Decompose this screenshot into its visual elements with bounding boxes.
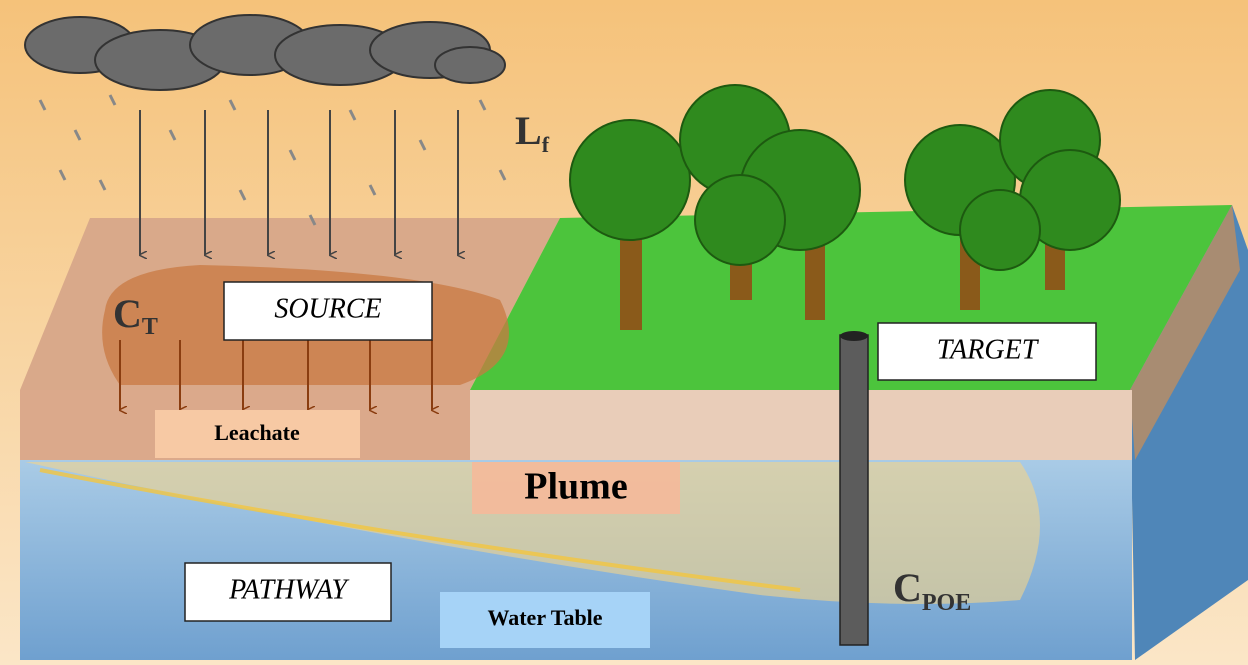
well: [840, 335, 868, 645]
diagram: Lf CT SOURCE TARGET Leachate Plume PATHW…: [0, 0, 1248, 665]
cpoe-sub: POE: [922, 590, 971, 616]
ct-sub: T: [142, 314, 158, 340]
source-label: SOURCE: [274, 293, 381, 324]
target-label: TARGET: [937, 334, 1040, 365]
plume-label: Plume: [524, 466, 627, 508]
lf-sub: f: [542, 132, 550, 157]
page: {"labels": { "lf": {"main": "L", "sub": …: [0, 0, 1248, 665]
cpoe-main: C: [893, 565, 922, 610]
leachate-label: Leachate: [214, 420, 300, 445]
lf-main: L: [515, 108, 542, 153]
water-table-label: Water Table: [487, 605, 602, 630]
pathway-label: PATHWAY: [228, 574, 350, 605]
well-top: [840, 331, 868, 341]
ct-main: C: [113, 291, 142, 336]
